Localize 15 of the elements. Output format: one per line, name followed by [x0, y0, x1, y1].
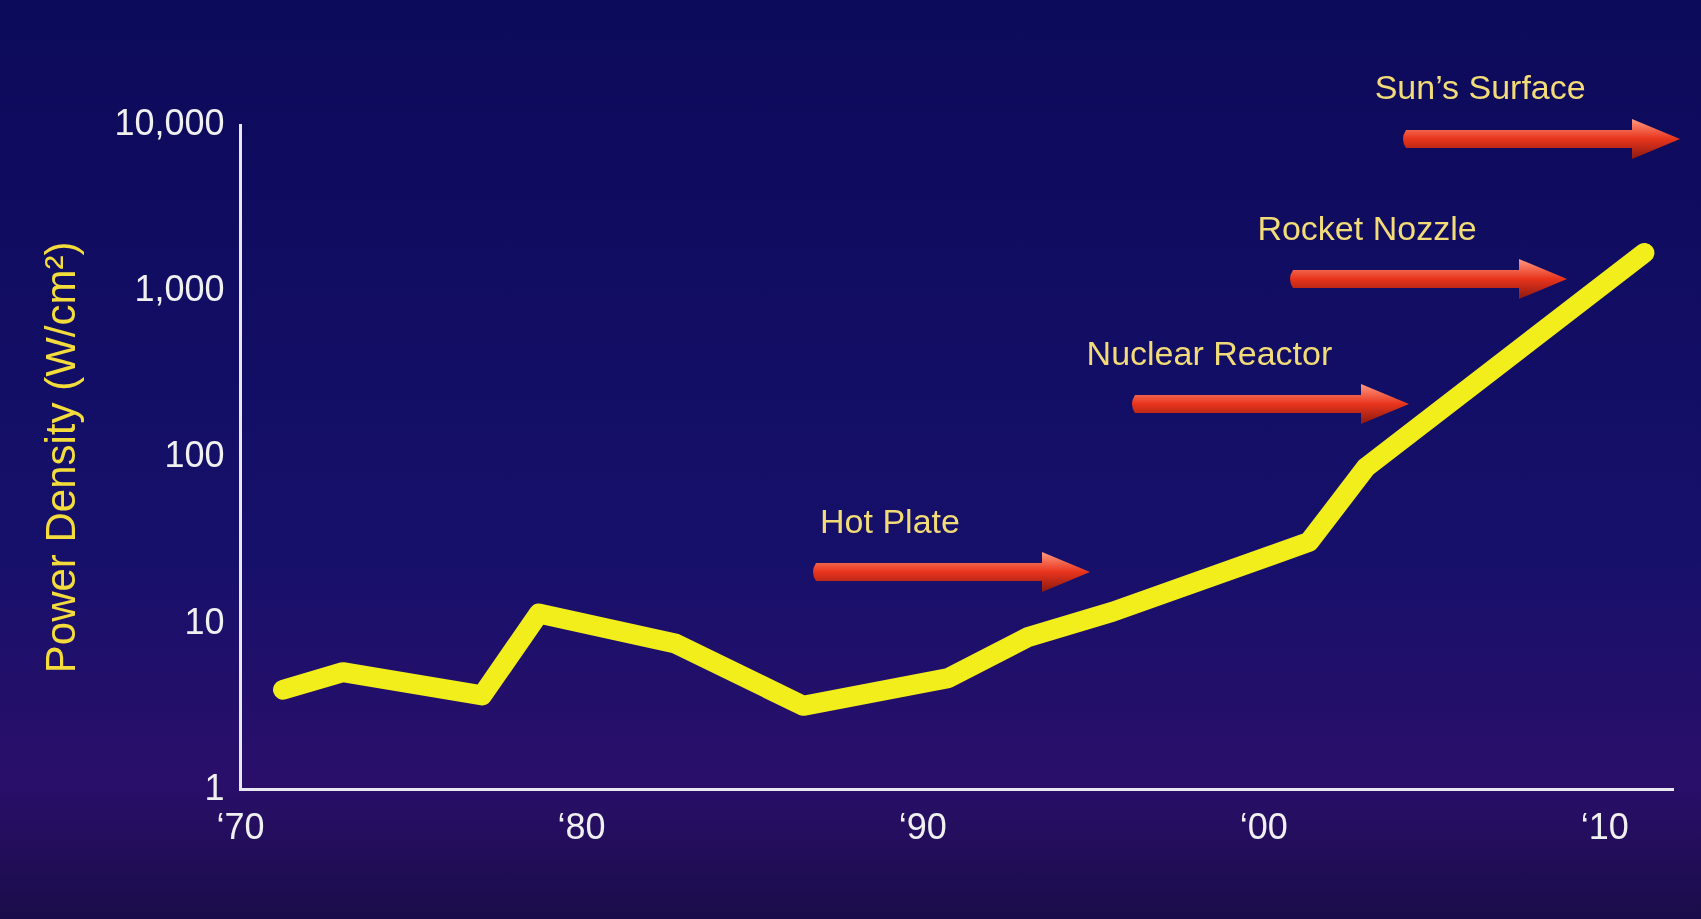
annotation: Hot Plate — [820, 501, 960, 540]
x-tick-label: ‘80 — [557, 806, 606, 848]
y-tick-label: 1 — [204, 766, 225, 808]
y-tick-label: 10,000 — [114, 101, 225, 143]
x-tick-label: ‘90 — [898, 806, 947, 848]
annotation: Rocket Nozzle — [1257, 208, 1477, 247]
y-tick-label: 100 — [164, 434, 225, 476]
y-tick-label: 1,000 — [134, 268, 225, 310]
y-axis-title: Power Density (W/cm²) — [36, 241, 84, 674]
x-tick-label: ‘70 — [216, 806, 265, 848]
annotation: Nuclear Reactor — [1086, 333, 1333, 372]
text: Sun’s Surface — [1374, 68, 1586, 107]
y-tick-label: 10 — [184, 600, 225, 642]
x-tick-label: ‘10 — [1580, 806, 1629, 848]
x-tick-label: ‘00 — [1239, 806, 1288, 848]
